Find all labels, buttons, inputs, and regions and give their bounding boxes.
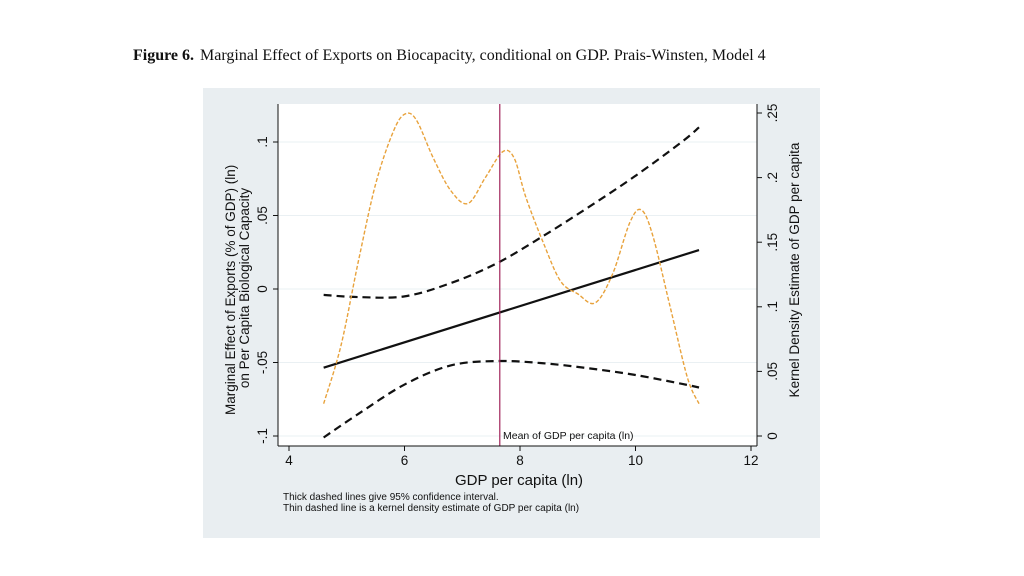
figure-title: Figure 6. Marginal Effect of Exports on B… — [133, 47, 766, 65]
y2-tick-label: .25 — [765, 104, 780, 123]
note-confidence-interval: Thick dashed lines give 95% confidence i… — [283, 492, 499, 503]
x-tick-label: 12 — [743, 453, 758, 468]
note-kernel-density: Thin dashed line is a kernel density est… — [283, 503, 580, 514]
x-axis-label: GDP per capita (ln) — [455, 472, 583, 489]
plot-area — [278, 104, 757, 446]
y2-tick-label: .2 — [765, 172, 780, 183]
y2-axis-label: Kernel Density Estimate of GDP per capit… — [787, 142, 802, 397]
y2-tick-label: .15 — [765, 233, 780, 252]
series-line-ci-upper — [323, 126, 700, 299]
y-axis-label: Marginal Effect of Exports (% of GDP) (l… — [223, 161, 252, 415]
y2-tick-label: .1 — [765, 301, 780, 312]
y2-tick-label: 0 — [765, 432, 780, 440]
x-tick-label: 10 — [628, 453, 643, 468]
axes-group — [277, 104, 758, 447]
series-line-marginal-effect — [323, 248, 700, 369]
mean-gdp-label: Mean of GDP per capita (ln) — [503, 430, 634, 442]
y-tick-label: -.05 — [255, 351, 270, 374]
gridlines — [278, 104, 757, 446]
series-group — [322, 104, 700, 446]
x-tick-label: 6 — [401, 453, 409, 468]
y-axis-label-line-1: Marginal Effect of Exports (% of GDP) (l… — [223, 165, 238, 415]
y-tick-label: .1 — [255, 136, 270, 147]
y-tick-label: .05 — [255, 206, 270, 225]
x-tick-label: 4 — [285, 453, 293, 468]
series-line-ci-lower — [323, 359, 700, 439]
y2-tick-label: .05 — [765, 362, 780, 381]
y-tick-label: -.1 — [255, 428, 270, 444]
ticks-group: 4 6 8 10 12 -.1 -.05 0 .05 .1 0 .05 .1 .15 .2 .25 — [255, 104, 780, 468]
figure-label: Figure 6. — [133, 47, 195, 64]
y-tick-label: 0 — [255, 285, 270, 293]
figure-title-text: Marginal Effect of Exports on Biocapacit… — [200, 47, 766, 64]
x-tick-label: 8 — [516, 453, 524, 468]
y-axis-label-line-2: on Per Capita Biological Capacity — [237, 188, 252, 389]
chart-notes: Thick dashed lines give 95% confidence i… — [283, 492, 579, 514]
